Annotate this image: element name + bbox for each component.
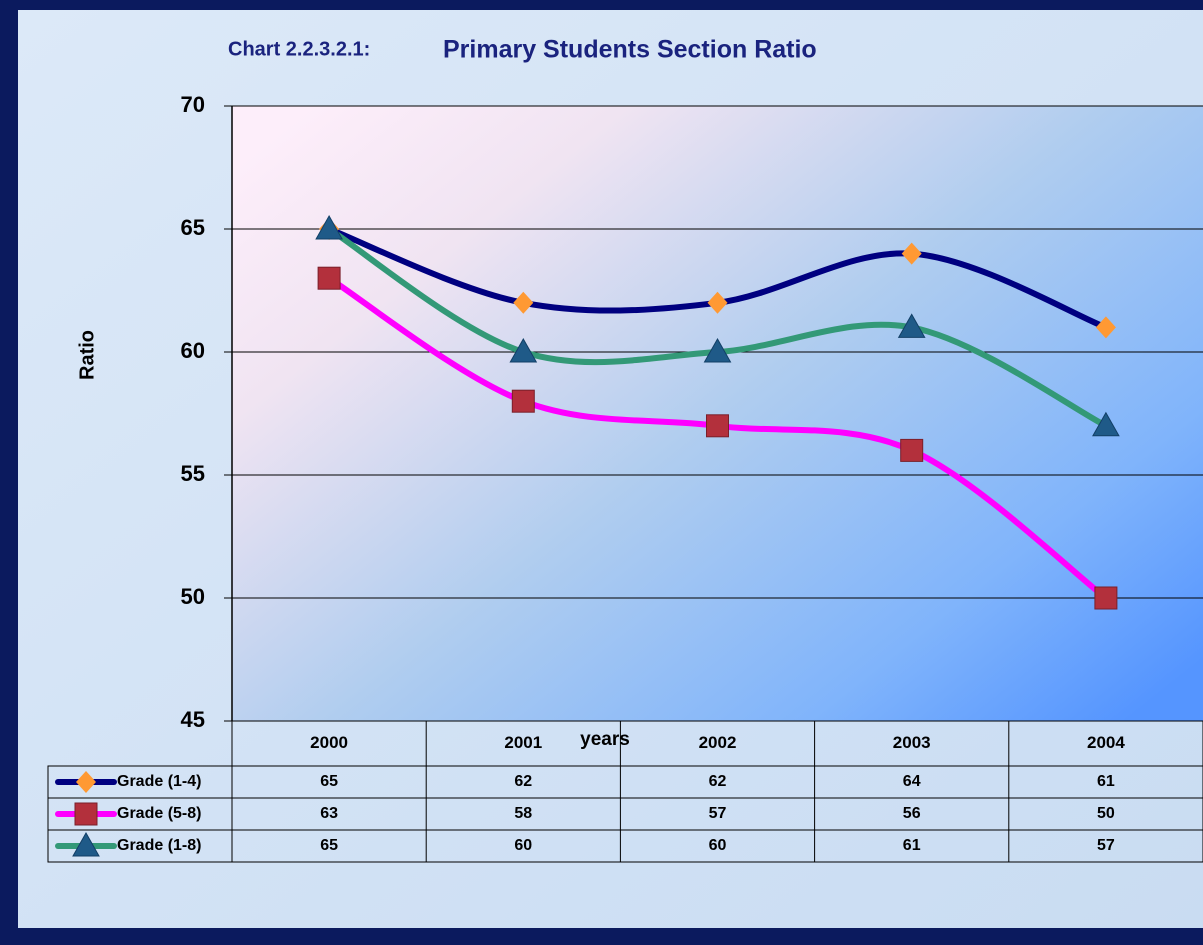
legend-label: Grade (5-8)	[117, 805, 201, 822]
y-axis-label: Ratio	[76, 330, 98, 380]
x-tick-label: 2002	[699, 733, 737, 752]
table-value: 50	[1097, 805, 1115, 822]
y-tick-label: 60	[181, 338, 205, 363]
data-point	[703, 337, 732, 363]
y-tick-label: 45	[181, 707, 205, 732]
y-tick-label: 65	[181, 215, 205, 240]
plot-area	[232, 106, 1203, 721]
data-point	[513, 291, 534, 314]
table-value: 61	[903, 837, 921, 854]
data-point	[707, 291, 728, 314]
legend-marker	[74, 802, 98, 826]
table-value: 63	[320, 805, 338, 822]
legend-marker	[72, 831, 100, 857]
table-value: 58	[514, 805, 532, 822]
data-point	[706, 414, 729, 438]
table-value: 57	[1097, 837, 1115, 854]
x-tick-label: 2001	[504, 733, 542, 752]
legend-marker	[76, 771, 96, 793]
table-value: 65	[320, 837, 338, 854]
data-point	[315, 214, 343, 240]
table-value: 64	[903, 773, 921, 790]
data-point	[901, 242, 922, 265]
table-value: 62	[709, 773, 727, 790]
data-point	[509, 337, 538, 363]
data-point	[1094, 586, 1118, 610]
table-border	[47, 765, 1203, 863]
data-point	[1092, 411, 1120, 437]
table-value: 61	[1097, 773, 1115, 790]
table-value: 57	[709, 805, 727, 822]
table-value: 62	[514, 773, 532, 790]
y-tick-label: 70	[181, 92, 205, 117]
x-tick-label: 2004	[1087, 733, 1125, 752]
y-tick-label: 55	[181, 461, 205, 486]
chart-title: Primary Students Section Ratio	[443, 36, 817, 64]
data-point	[897, 313, 926, 338]
x-tick-label: 2000	[310, 733, 348, 752]
data-point	[900, 438, 924, 462]
table-value: 60	[709, 837, 727, 854]
data-point	[317, 266, 341, 290]
table-value: 60	[514, 837, 532, 854]
table-value: 65	[320, 773, 338, 790]
legend-label: Grade (1-4)	[117, 773, 201, 790]
table-value: 56	[903, 805, 921, 822]
x-axis-label: years	[580, 729, 630, 750]
data-point	[1095, 316, 1116, 339]
data-point	[511, 389, 535, 413]
chart-title-label: Chart 2.2.3.2.1:	[228, 38, 370, 60]
legend-label: Grade (1-8)	[117, 837, 201, 854]
y-tick-label: 50	[181, 584, 205, 609]
x-tick-label: 2003	[893, 733, 931, 752]
